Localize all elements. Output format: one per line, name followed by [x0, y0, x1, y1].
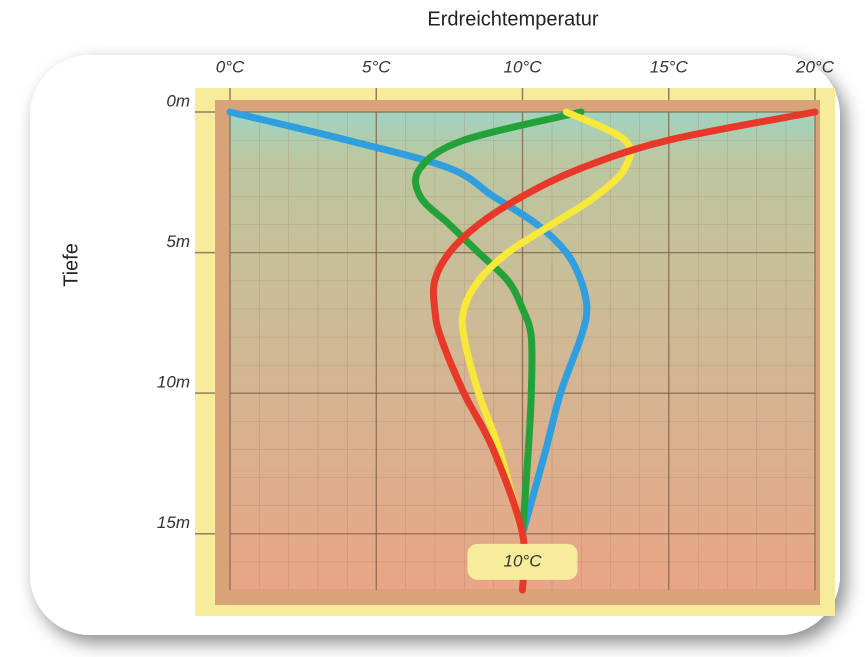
y-tick-label: 15m [157, 513, 190, 532]
series-line [226, 108, 591, 538]
series-line [458, 108, 634, 538]
x-tick-label: 0°C [216, 57, 245, 76]
x-tick-label: 10°C [504, 57, 543, 76]
series-line [429, 108, 819, 594]
annotation: 10°C [504, 551, 543, 570]
x-tick-label: 20°C [795, 57, 835, 76]
y-axis-label: Tiefe [60, 243, 82, 287]
x-tick-label: 15°C [650, 57, 689, 76]
y-tick-label: 10m [157, 373, 190, 392]
y-tick-label: 5m [166, 232, 190, 251]
chart-title: Erdreichtemperatur [427, 8, 599, 30]
y-tick-label: 0m [166, 91, 190, 110]
annotation-box [467, 543, 578, 580]
x-tick-label: 5°C [362, 57, 391, 76]
